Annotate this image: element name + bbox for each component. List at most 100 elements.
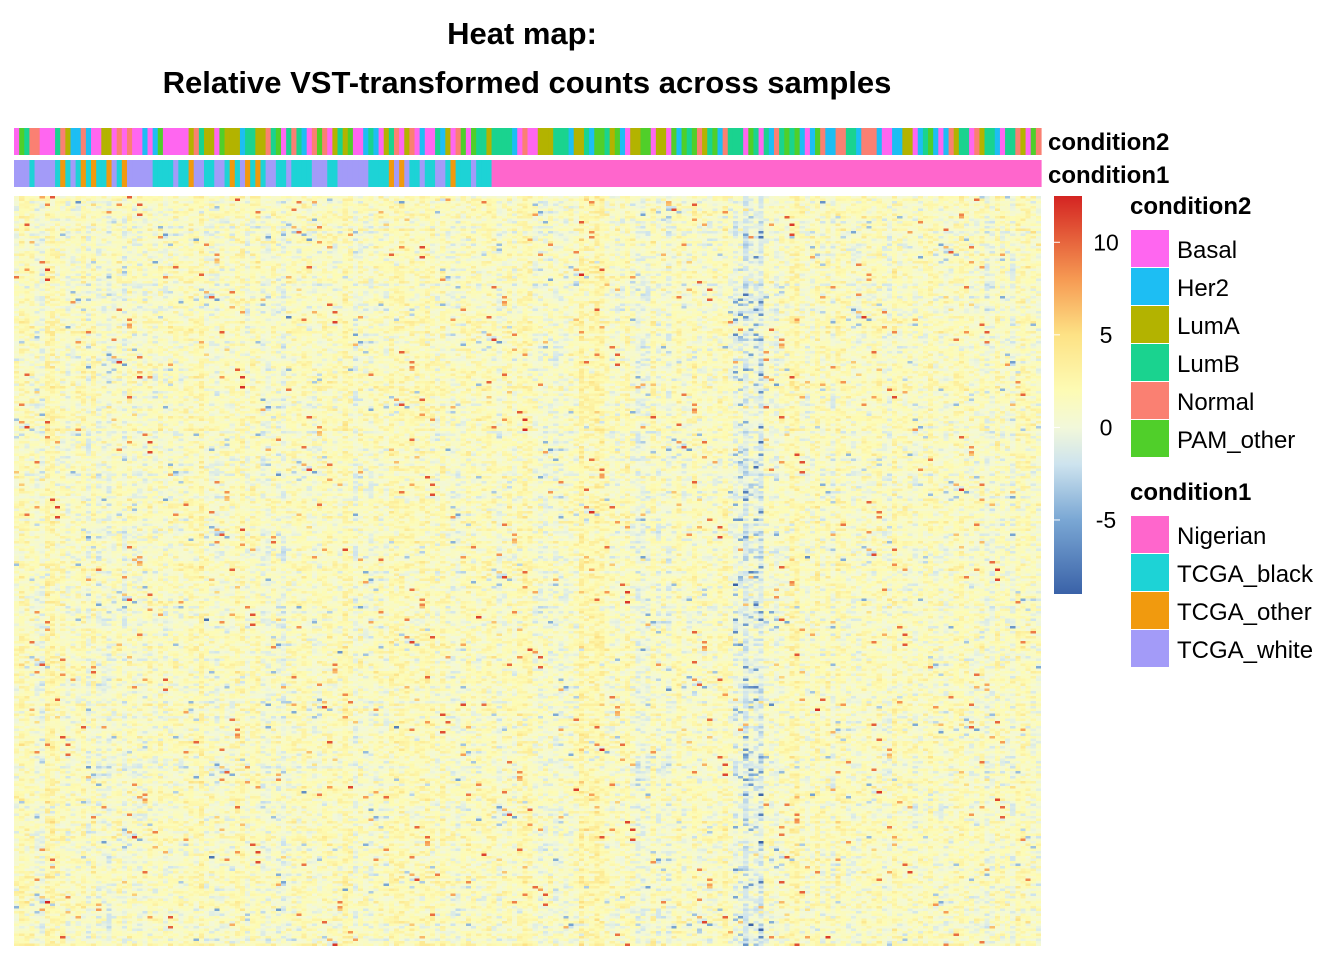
condition1-annotation-cell (450, 160, 457, 187)
condition1-annotation-cell (784, 160, 790, 187)
condition1-annotation-cell (630, 160, 636, 187)
condition2-annotation-cell (1025, 128, 1032, 155)
condition2-annotation-cell (583, 128, 590, 155)
condition1-track-label: condition1 (1048, 162, 1169, 189)
condition2-annotation-cell (881, 128, 888, 155)
condition1-legend-swatch (1131, 554, 1169, 591)
condition2-annotation-cell (429, 128, 436, 155)
condition2-annotation-cell (270, 128, 277, 155)
condition1-annotation-cell (881, 160, 888, 187)
condition1-annotation-cell (260, 160, 267, 187)
condition2-annotation-cell (522, 128, 529, 155)
condition2-annotation-cell (979, 128, 986, 155)
condition2-annotation-cell (80, 128, 87, 155)
condition2-annotation-cell (193, 128, 200, 155)
condition1-annotation-cell (496, 160, 503, 187)
condition1-annotation-cell (753, 160, 760, 187)
condition2-annotation-cell (337, 128, 344, 155)
condition2-annotation-cell (55, 128, 61, 155)
condition2-legend-label: PAM_other (1177, 427, 1295, 454)
condition2-annotation-cell (496, 128, 503, 155)
condition1-annotation-cell (281, 160, 287, 187)
condition1-annotation-cell (1010, 160, 1016, 187)
condition2-annotation-cell (789, 128, 796, 155)
condition2-annotation-cell (907, 128, 914, 155)
condition2-annotation-cell (871, 128, 878, 155)
condition2-annotation-cell (625, 128, 631, 155)
condition1-annotation-cell (24, 160, 30, 187)
condition2-annotation-cell (809, 128, 816, 155)
condition1-annotation-cell (245, 160, 251, 187)
condition2-annotation-cell (573, 128, 580, 155)
condition1-annotation-cell (183, 160, 190, 187)
condition1-annotation-cell (892, 160, 898, 187)
condition1-annotation-cell (830, 160, 837, 187)
condition2-annotation-cell (506, 128, 513, 155)
condition2-annotation-cell (676, 128, 683, 155)
condition2-annotation-cell (142, 128, 149, 155)
condition1-annotation-cell (619, 160, 626, 187)
condition1-annotation-cell (953, 160, 960, 187)
condition2-annotation-cell (214, 128, 220, 155)
condition1-annotation-cell (727, 160, 734, 187)
condition2-annotation-cell (702, 128, 708, 155)
condition1-annotation-cell (101, 160, 108, 187)
condition1-annotation-cell (922, 160, 929, 187)
condition1-annotation-cell (419, 160, 426, 187)
condition1-annotation-cell (19, 160, 25, 187)
condition1-annotation-cell (363, 160, 369, 187)
condition1-annotation-cell (96, 160, 102, 187)
condition2-annotation-cell (352, 128, 359, 155)
condition1-annotation-cell (537, 160, 544, 187)
condition2-annotation-cell (14, 128, 20, 155)
condition1-annotation-cell (204, 160, 210, 187)
condition1-annotation-cell (275, 160, 282, 187)
condition1-annotation-cell (486, 160, 493, 187)
condition2-annotation-cell (917, 128, 924, 155)
condition1-annotation-cell (506, 160, 513, 187)
condition2-annotation-cell (830, 128, 837, 155)
condition2-annotation-cell (204, 128, 210, 155)
condition2-annotation-cell (111, 128, 118, 155)
condition2-annotation-cell (281, 128, 287, 155)
condition2-annotation-cell (424, 128, 431, 155)
condition1-annotation-cell (748, 160, 755, 187)
condition2-annotation-cell (912, 128, 919, 155)
condition1-annotation-cell (296, 160, 303, 187)
condition1-annotation-cell (1035, 160, 1042, 187)
condition1-annotation-cell (825, 160, 832, 187)
condition1-annotation-cell (440, 160, 446, 187)
color-scale-tick-label: 0 (1100, 414, 1113, 440)
condition1-annotation-cell (542, 160, 549, 187)
condition1-annotation-cell (861, 160, 867, 187)
condition1-annotation-cell (548, 160, 554, 187)
condition1-annotation-cell (1020, 160, 1027, 187)
condition2-legend-label: LumB (1177, 351, 1240, 378)
condition2-annotation-cell (162, 128, 169, 155)
condition2-annotation-cell (486, 128, 493, 155)
condition2-annotation-cell (255, 128, 262, 155)
condition1-legend-label: Nigerian (1177, 523, 1266, 550)
condition2-annotation-cell (440, 128, 446, 155)
condition1-annotation-cell (635, 160, 642, 187)
condition2-annotation-cell (501, 128, 508, 155)
color-scale-bar (1054, 196, 1082, 594)
condition2-annotation-cell (209, 128, 215, 155)
condition1-annotation-cell (44, 160, 51, 187)
condition1-annotation-cell (804, 160, 811, 187)
condition2-annotation-cell (465, 128, 472, 155)
condition2-annotation-cell (568, 128, 575, 155)
condition2-annotation-cell (696, 128, 703, 155)
condition1-annotation-cell (234, 160, 241, 187)
condition1-annotation-cell (917, 160, 924, 187)
condition1-annotation-cell (429, 160, 436, 187)
condition1-annotation-cell (224, 160, 231, 187)
condition1-annotation-cell (681, 160, 688, 187)
condition2-annotation-cell (126, 128, 133, 155)
condition2-annotation-cell (332, 128, 339, 155)
condition1-annotation-cell (65, 160, 72, 187)
condition1-annotation-cell (871, 160, 878, 187)
condition1-annotation-cell (316, 160, 323, 187)
condition1-annotation-cell (162, 160, 169, 187)
condition1-annotation-cell (902, 160, 909, 187)
